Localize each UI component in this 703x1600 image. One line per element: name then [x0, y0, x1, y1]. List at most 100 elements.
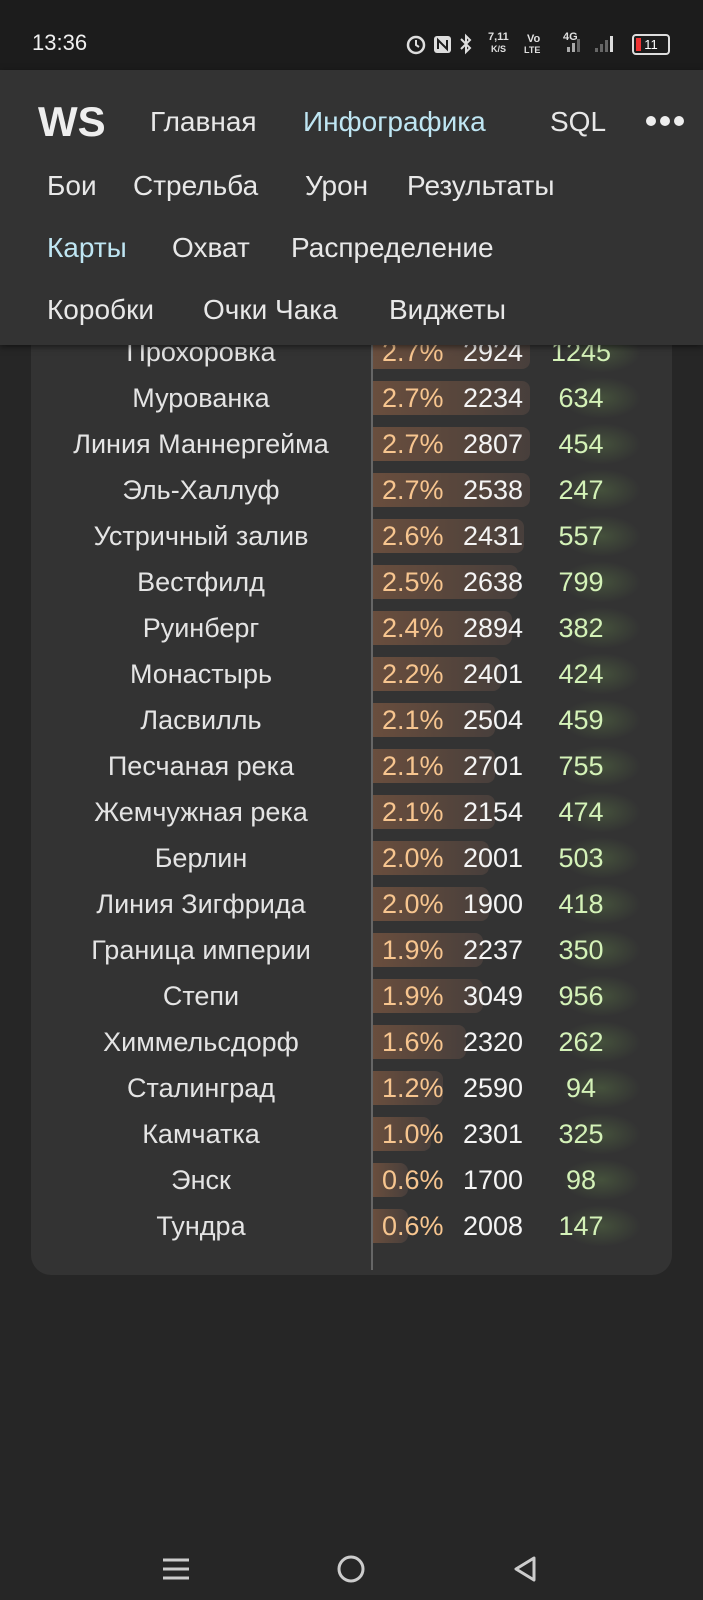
- sub-link[interactable]: Стрельба: [133, 170, 259, 201]
- more-menu[interactable]: [645, 115, 685, 127]
- map-name: Монастырь: [129, 659, 273, 689]
- share-bar: [373, 1071, 443, 1105]
- wins-highlight: [561, 515, 641, 557]
- sub-link-active[interactable]: Карты: [47, 232, 127, 263]
- back-button[interactable]: [514, 1556, 536, 1582]
- share-bar: [373, 565, 518, 599]
- map-name: Ласвилль: [140, 705, 262, 735]
- map-battles: 2237: [463, 935, 524, 965]
- menu-button[interactable]: [163, 1558, 189, 1580]
- map-battles: 2701: [463, 751, 524, 781]
- map-wins: 247: [558, 475, 604, 505]
- wins-highlight: [561, 1205, 641, 1247]
- map-battles: 2590: [463, 1073, 524, 1103]
- map-wins: 474: [558, 797, 604, 827]
- share-bar: [373, 473, 530, 507]
- map-name: Тундра: [156, 1211, 246, 1241]
- map-name: Сталинград: [127, 1073, 275, 1103]
- map-share: 0.6%: [382, 1165, 444, 1195]
- share-bar: [373, 749, 495, 783]
- map-wins: 94: [565, 1073, 597, 1103]
- table-row: Линия Маннергейма 2.7% 2807 454: [31, 421, 672, 467]
- logo[interactable]: WS: [38, 98, 106, 145]
- map-share: 2.7%: [382, 475, 444, 505]
- net-speed-unit: K/S: [491, 44, 507, 54]
- map-name: Песчаная река: [107, 751, 295, 781]
- map-battles: 2320: [463, 1027, 524, 1057]
- sub-link[interactable]: Распределение: [291, 232, 494, 263]
- map-share: 0.6%: [382, 1211, 444, 1241]
- table-row: Берлин 2.0% 2001 503: [31, 835, 672, 881]
- table-row: Граница империи 1.9% 2237 350: [31, 927, 672, 973]
- sub-link[interactable]: Урон: [305, 170, 369, 201]
- table-row: Песчаная река 2.1% 2701 755: [31, 743, 672, 789]
- map-name: Камчатка: [142, 1119, 260, 1149]
- map-share: 2.6%: [382, 521, 444, 551]
- table-row: Монастырь 2.2% 2401 424: [31, 651, 672, 697]
- map-name: Химмельсдорф: [103, 1027, 299, 1057]
- map-share: 2.1%: [382, 751, 444, 781]
- sub-link[interactable]: Очки Чака: [203, 294, 338, 325]
- table-row: Химмельсдорф 1.6% 2320 262: [31, 1019, 672, 1065]
- sub-link[interactable]: Виджеты: [389, 294, 506, 325]
- wins-highlight: [561, 469, 641, 511]
- maps-table: Прохоровка 2.7% 2924 1245 Мурованка 2.7% 2234 6…: [31, 300, 672, 1275]
- map-battles: 3049: [463, 981, 524, 1011]
- map-name: Руинберг: [142, 613, 260, 643]
- map-name: Граница империи: [91, 935, 311, 965]
- volte-lte: LTE: [524, 45, 541, 55]
- share-bar: [373, 703, 495, 737]
- map-name: Линия Маннергейма: [73, 429, 329, 459]
- net-speed: 7,11: [488, 31, 509, 43]
- nav-link[interactable]: Главная: [150, 106, 257, 137]
- wins-highlight: [561, 561, 641, 603]
- map-battles: 2401: [463, 659, 524, 689]
- share-bar: [373, 795, 495, 829]
- map-wins: 634: [558, 383, 604, 413]
- system-navigation: [163, 1555, 536, 1583]
- map-battles: 2301: [463, 1119, 524, 1149]
- table-row: Энск 0.6% 1700 98: [31, 1157, 672, 1203]
- wins-highlight: [561, 1021, 641, 1063]
- map-wins: 382: [558, 613, 604, 643]
- wins-highlight: [561, 377, 641, 419]
- share-bar: [373, 611, 513, 645]
- map-share: 2.4%: [382, 613, 444, 643]
- share-bar: [373, 657, 501, 691]
- map-wins: 503: [558, 843, 604, 873]
- sub-link[interactable]: Бои: [47, 170, 97, 201]
- map-battles: 2638: [463, 567, 524, 597]
- share-bar: [373, 427, 530, 461]
- table-row: Эль-Халлуф 2.7% 2538 247: [31, 467, 672, 513]
- table-row: Устричный залив 2.6% 2431 557: [31, 513, 672, 559]
- map-battles: 1900: [463, 889, 524, 919]
- table-row: Сталинград 1.2% 2590 94: [31, 1065, 672, 1111]
- wins-highlight: [561, 607, 641, 649]
- map-battles: 2504: [463, 705, 524, 735]
- share-bar: [373, 1025, 466, 1059]
- sub-link[interactable]: Результаты: [407, 170, 555, 201]
- map-name: Мурованка: [132, 383, 270, 413]
- map-share: 2.1%: [382, 797, 444, 827]
- map-name: Берлин: [154, 843, 248, 873]
- wins-highlight: [561, 975, 641, 1017]
- nav-link-active[interactable]: Инфографика: [303, 106, 486, 137]
- map-wins: 459: [558, 705, 604, 735]
- share-bar: [373, 1209, 408, 1243]
- map-wins: 262: [558, 1027, 604, 1057]
- sub-link[interactable]: Охват: [172, 232, 250, 263]
- map-name: Устричный залив: [93, 521, 309, 551]
- share-bar: [373, 381, 530, 415]
- nav-link[interactable]: SQL: [550, 106, 607, 137]
- map-battles: 2008: [463, 1211, 524, 1241]
- map-name: Степи: [162, 981, 240, 1011]
- network-type: 4G: [563, 31, 578, 43]
- top-navigation: WS Главная Инфографика SQL Бои Стрельба …: [0, 70, 703, 345]
- map-wins: 557: [558, 521, 604, 551]
- sub-link[interactable]: Коробки: [47, 294, 154, 325]
- battery: 11: [632, 34, 670, 55]
- map-name: Эль-Халлуф: [122, 475, 280, 505]
- map-wins: 98: [565, 1165, 597, 1195]
- home-button[interactable]: [337, 1555, 365, 1583]
- share-bar: [373, 1163, 408, 1197]
